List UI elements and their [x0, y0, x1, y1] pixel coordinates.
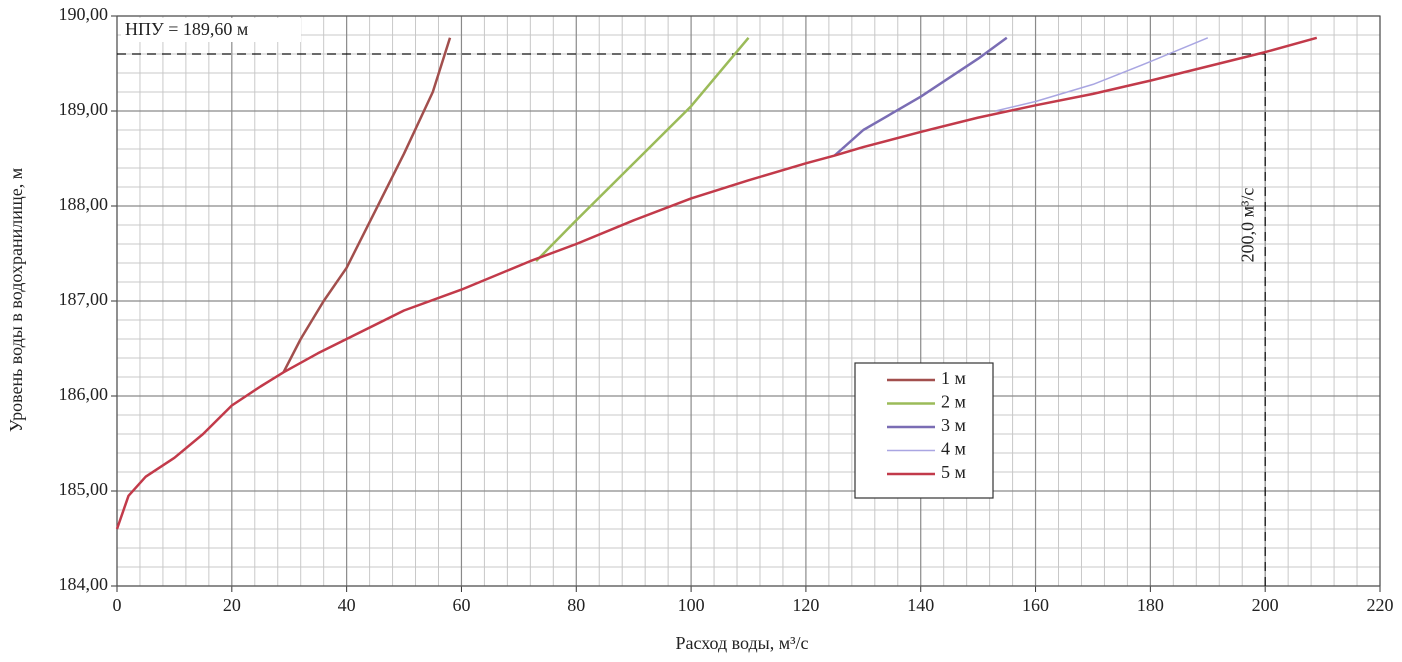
- y-tick-label: 185,00: [59, 479, 109, 499]
- series-line: [535, 36, 750, 262]
- y-tick-label: 190,00: [59, 4, 109, 24]
- y-tick-label: 184,00: [59, 574, 109, 594]
- legend-label: 5 м: [941, 462, 966, 482]
- x-tick-label: 80: [567, 595, 585, 615]
- legend: 1 м 2 м 3 м 4 м 5 м: [854, 362, 994, 499]
- x-tick-label: 0: [113, 595, 122, 615]
- y-tick-label: 189,00: [59, 99, 109, 119]
- x-tick-label: 20: [223, 595, 241, 615]
- annotation-bg: [121, 18, 301, 42]
- x-tick-label: 40: [338, 595, 356, 615]
- legend-label: 3 м: [941, 415, 966, 435]
- series-line: [282, 37, 452, 373]
- x-tick-label: 220: [1367, 595, 1394, 615]
- x-tick-label: 140: [907, 595, 934, 615]
- x-tick-label: 160: [1022, 595, 1049, 615]
- y-tick-label: 187,00: [59, 289, 109, 309]
- x-tick-label: 100: [678, 595, 705, 615]
- legend-label: 4 м: [941, 439, 966, 459]
- x-tick-label: 120: [792, 595, 819, 615]
- annotation: НПУ = 189,60 м: [125, 19, 248, 39]
- legend-label: 1 м: [941, 368, 966, 388]
- x-tick-label: 180: [1137, 595, 1164, 615]
- x-axis-label: Расход воды, м³/с: [675, 633, 808, 653]
- series-line: [833, 36, 1008, 157]
- y-tick-label: 188,00: [59, 194, 109, 214]
- annotation: 200,0 м³/с: [1237, 188, 1257, 263]
- series-line: [115, 36, 1318, 530]
- legend-box: [854, 362, 994, 499]
- series-line: [995, 37, 1209, 112]
- y-axis-label: Уровень воды в водохранилище, м: [6, 168, 26, 432]
- x-tick-label: 200: [1252, 595, 1279, 615]
- legend-label: 2 м: [941, 392, 966, 412]
- x-tick-label: 60: [452, 595, 470, 615]
- plot-frame: [116, 15, 1381, 587]
- y-tick-label: 186,00: [59, 384, 109, 404]
